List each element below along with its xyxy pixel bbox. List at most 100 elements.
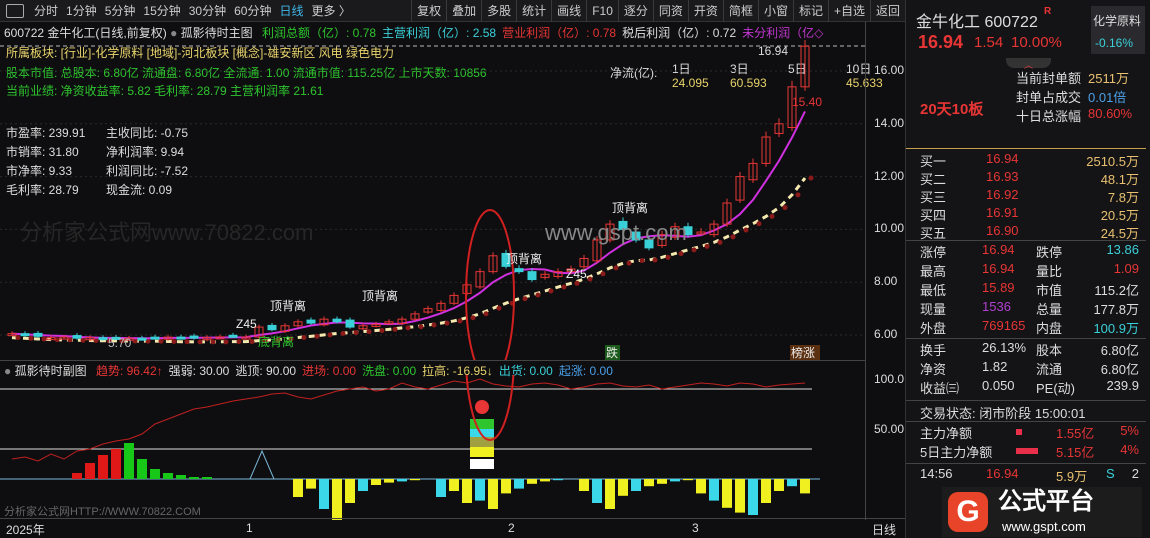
stat-key: 净资 <box>920 362 947 377</box>
sub-hist-bar <box>709 479 719 501</box>
candle <box>436 302 446 311</box>
toolbar-button[interactable]: F10 <box>586 0 618 22</box>
ma-dot <box>431 322 437 328</box>
indicator-name[interactable]: 孤影待时主图 <box>180 26 253 40</box>
signal-block <box>470 419 494 429</box>
candle <box>722 202 732 225</box>
period-tab[interactable]: 30分钟 <box>188 4 227 18</box>
toolbar-button[interactable]: 标记 <box>792 0 828 22</box>
toolbar-button[interactable]: 画线 <box>551 0 586 22</box>
stat-value: 1536 <box>982 299 1011 314</box>
toolbar-button[interactable]: 返回 <box>869 0 905 22</box>
candle <box>761 136 771 164</box>
candle <box>241 336 251 340</box>
toolbar-button[interactable]: 统计 <box>516 0 551 22</box>
candle <box>124 337 134 341</box>
stat-key: 外盘 <box>920 321 947 336</box>
toolbar-button[interactable]: 小窗 <box>757 0 793 22</box>
price-change-pct: 10.00% <box>1011 34 1062 51</box>
bid-price: 16.90 <box>986 223 1019 238</box>
ma-dot <box>301 335 307 341</box>
ma-dot <box>223 339 229 345</box>
candle <box>46 337 56 341</box>
period-tab[interactable]: 5分钟 <box>104 4 136 18</box>
sub-hist-bar <box>722 479 732 508</box>
flow-value: 1.55亿 <box>1056 426 1095 441</box>
quote-row: 收益㈢ 0.050 PE(动) 239.9 <box>906 378 1150 398</box>
sector-pct: -0.16% <box>1095 36 1134 50</box>
stat-key: 最高 <box>920 264 947 279</box>
sub-title[interactable]: 孤影待时副图 <box>14 364 87 378</box>
ma-dot <box>15 335 21 341</box>
toolbar-button[interactable]: 同资 <box>652 0 688 22</box>
ma-dot <box>535 292 541 298</box>
candle <box>527 271 537 281</box>
candle <box>618 220 628 230</box>
ma-dot <box>457 318 463 324</box>
candle <box>267 324 277 331</box>
sub-hist-bar <box>124 443 134 479</box>
ma-dot <box>756 221 762 227</box>
period-tab[interactable]: 日线 <box>279 4 304 18</box>
sub-hist-bar <box>696 479 706 494</box>
candle <box>735 176 745 201</box>
netflow-value: 24.095 <box>672 76 709 90</box>
sector-info: 所属板块: [行业]-化学原料 [地域]-河北板块 [概念]-雄安新区 风电 绿… <box>6 46 394 60</box>
price-chart[interactable]: 分析家公式网www.70822.com www.gspt.com顶背离顶背离顶背离… <box>0 40 865 360</box>
candle <box>501 252 511 267</box>
toolbar-button[interactable]: 简框 <box>722 0 758 22</box>
top-divergence-label: 顶背离 <box>506 251 542 266</box>
toolbar-buttons: 复权 叠加 多股 统计 画线 F10 逐分 同资 开资 简框 小窗 标记 +自选 返回 <box>411 0 905 22</box>
ma-dot <box>106 338 112 344</box>
period-tab[interactable]: 更多 〉 <box>311 4 351 18</box>
sector-box[interactable]: 化学原料 -0.16% <box>1091 6 1145 54</box>
candle <box>592 239 602 262</box>
collapse-icon[interactable]: ︿ <box>1006 58 1051 70</box>
period-tab[interactable]: 60分钟 <box>234 4 272 18</box>
ma-dot <box>236 339 242 345</box>
candle <box>137 337 147 341</box>
sub-hist-bar <box>384 479 394 483</box>
sub-indicator-icon[interactable]: ● <box>4 364 12 378</box>
price-tick: 16.00 <box>874 63 905 77</box>
price-axis: 16.00 14.00 12.00 10.00 8.00 6.00 100.0 50.00 <box>865 22 905 520</box>
candle <box>72 335 82 339</box>
quote-row: 最高 16.94 量比 1.09 <box>906 261 1150 281</box>
toolbar-button[interactable]: 开资 <box>687 0 723 22</box>
period-tab[interactable]: 15分钟 <box>143 4 181 18</box>
toolbar-button[interactable]: 多股 <box>481 0 516 22</box>
signal-block <box>470 447 494 457</box>
ma-dot <box>262 338 268 344</box>
sidebar-toggle-icon[interactable] <box>6 3 24 18</box>
toolbar-button[interactable]: 复权 <box>411 0 446 22</box>
ma-dot <box>145 338 151 344</box>
toolbar-button[interactable]: 叠加 <box>446 0 481 22</box>
candle <box>410 313 420 320</box>
sub-metric: 强弱: 30.00 <box>168 364 230 378</box>
price-tick: 12.00 <box>874 168 905 183</box>
sub-hist-bar <box>410 479 420 481</box>
ma-dot <box>379 328 385 334</box>
signal-block <box>470 427 494 437</box>
candle <box>7 333 17 337</box>
ma-dot <box>288 336 294 342</box>
signal-block <box>470 459 494 469</box>
candle <box>371 323 381 327</box>
sector-name: 化学原料 <box>1093 14 1142 28</box>
logo-url: www.gspt.com <box>1002 519 1086 534</box>
netflow-period: 1日 <box>672 62 691 76</box>
netflow-period: 3日 <box>730 62 749 76</box>
bid-volume: 48.1万 <box>1100 172 1139 187</box>
indicator-dropdown-icon[interactable]: ● <box>170 26 178 40</box>
sub-chart[interactable] <box>0 375 865 520</box>
toolbar-button[interactable]: +自选 <box>827 0 870 22</box>
period-tab[interactable]: 1分钟 <box>66 4 97 18</box>
period-tab[interactable]: 分时 <box>34 4 59 18</box>
stat-value: 239.9 <box>1106 378 1139 393</box>
trade-status: 交易状态: 闭市阶段 15:00:01 <box>920 406 1086 421</box>
toolbar-button[interactable]: 逐分 <box>617 0 653 22</box>
chart-title: 600722 金牛化工(日线,前复权) <box>4 26 167 40</box>
bid-price: 16.94 <box>986 151 1019 166</box>
tick-price: 16.94 <box>986 466 1019 481</box>
ma-dot <box>769 213 775 219</box>
